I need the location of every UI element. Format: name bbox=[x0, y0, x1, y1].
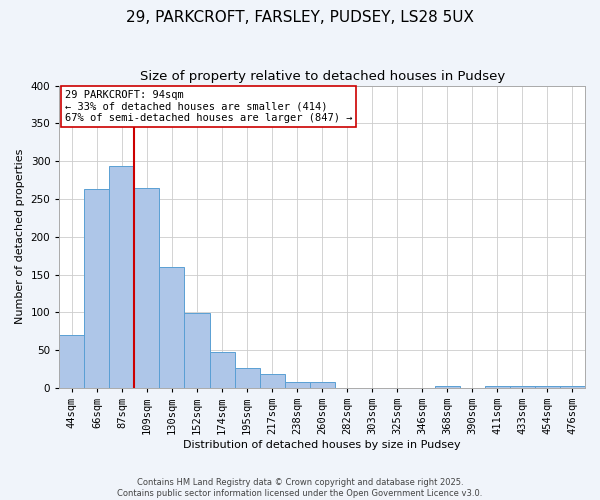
Y-axis label: Number of detached properties: Number of detached properties bbox=[15, 149, 25, 324]
Text: Contains HM Land Registry data © Crown copyright and database right 2025.
Contai: Contains HM Land Registry data © Crown c… bbox=[118, 478, 482, 498]
X-axis label: Distribution of detached houses by size in Pudsey: Distribution of detached houses by size … bbox=[184, 440, 461, 450]
Bar bbox=[209, 352, 235, 388]
Bar bbox=[235, 368, 260, 388]
Title: Size of property relative to detached houses in Pudsey: Size of property relative to detached ho… bbox=[140, 70, 505, 83]
Bar bbox=[435, 386, 460, 388]
Bar bbox=[310, 382, 335, 388]
Text: 29, PARKCROFT, FARSLEY, PUDSEY, LS28 5UX: 29, PARKCROFT, FARSLEY, PUDSEY, LS28 5UX bbox=[126, 10, 474, 25]
Bar bbox=[109, 166, 134, 388]
Bar bbox=[134, 188, 160, 388]
Bar bbox=[284, 382, 310, 388]
Bar bbox=[85, 189, 109, 388]
Text: 29 PARKCROFT: 94sqm
← 33% of detached houses are smaller (414)
67% of semi-detac: 29 PARKCROFT: 94sqm ← 33% of detached ho… bbox=[65, 90, 352, 124]
Bar bbox=[485, 386, 510, 388]
Bar bbox=[59, 335, 85, 388]
Bar bbox=[535, 386, 560, 388]
Bar bbox=[560, 386, 585, 388]
Bar bbox=[510, 386, 535, 388]
Bar bbox=[260, 374, 284, 388]
Bar bbox=[160, 267, 184, 388]
Bar bbox=[184, 313, 209, 388]
